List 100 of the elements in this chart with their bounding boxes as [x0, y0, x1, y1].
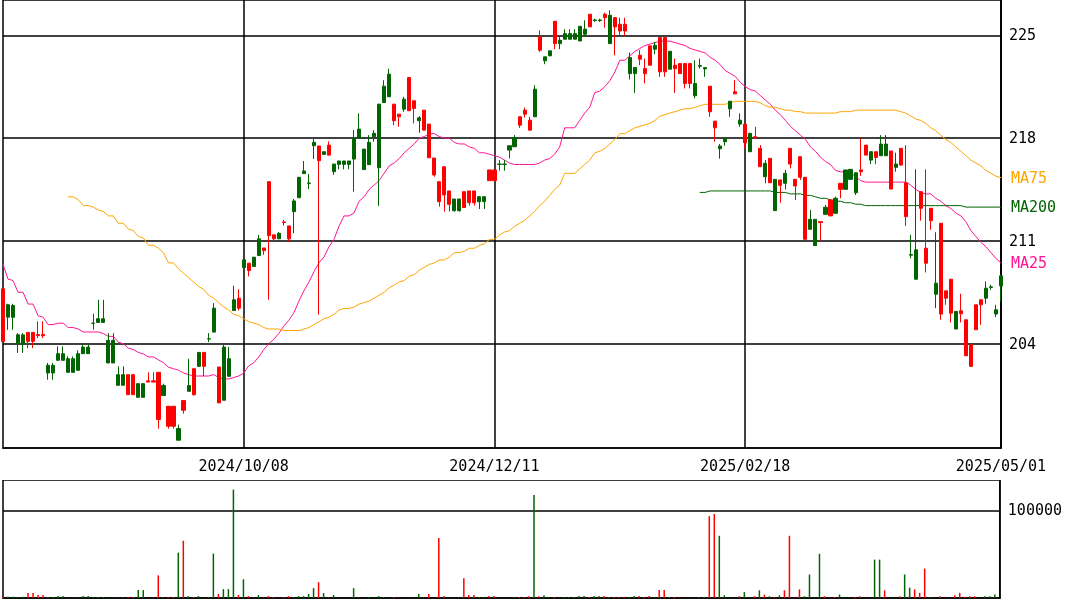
candlestick [252, 256, 256, 267]
candlestick [247, 262, 251, 277]
candlestick [417, 115, 421, 134]
candlestick [161, 383, 166, 397]
candlestick [257, 234, 261, 257]
candlestick [728, 100, 732, 118]
candlestick [959, 293, 963, 323]
candlestick [322, 151, 326, 155]
series-label: MA25 [1011, 253, 1048, 272]
candlestick [823, 204, 828, 215]
candlestick [648, 45, 652, 66]
candlestick [327, 140, 331, 156]
candlestick [217, 366, 221, 404]
candlestick [698, 58, 702, 70]
candlestick [763, 159, 767, 184]
series-label: MA200 [1011, 198, 1057, 217]
x-tick-label: 2024/12/11 [449, 456, 540, 475]
x-tick-label: 2024/10/08 [198, 456, 289, 475]
candlestick [999, 274, 1003, 302]
candlestick [197, 351, 201, 367]
candlestick [297, 176, 301, 199]
line-series [2, 40, 1002, 380]
candlestick [232, 285, 236, 312]
candlestick [237, 288, 241, 312]
y-tick-label: 100000 [1007, 501, 1062, 520]
candlestick [523, 107, 527, 119]
candlestick [748, 132, 752, 153]
line-series [67, 100, 1002, 331]
candlestick [753, 126, 757, 139]
candlestick [643, 58, 647, 84]
candlestick [287, 225, 291, 243]
y-tick-label: 218 [1009, 129, 1037, 148]
candlestick [668, 50, 672, 70]
candlestick [894, 152, 898, 173]
candlestick [538, 29, 542, 53]
candlestick [864, 144, 868, 156]
candlestick [192, 368, 196, 397]
candlestick [588, 13, 592, 28]
candlestick [653, 41, 657, 55]
candlestick [934, 231, 938, 309]
candlestick [518, 116, 522, 129]
candlestick [703, 67, 707, 78]
candlestick [793, 178, 797, 201]
series-label: MA75 [1011, 168, 1048, 187]
candlestick [954, 310, 958, 330]
candlestick [548, 50, 552, 57]
x-tick-label: 2025/02/18 [700, 456, 791, 475]
candlestick [713, 120, 717, 143]
candlestick [768, 157, 772, 184]
y-tick-label: 225 [1009, 26, 1037, 45]
candlestick [783, 169, 787, 190]
candlestick [202, 351, 206, 377]
candlestick [317, 145, 321, 316]
candlestick [176, 424, 181, 441]
candlestick [638, 49, 642, 66]
candlestick [708, 85, 712, 118]
candlestick [181, 400, 186, 415]
candlestick [899, 147, 903, 166]
candlestick [282, 219, 286, 227]
candlestick [543, 56, 547, 65]
candlestick [859, 137, 863, 177]
candlestick [924, 168, 928, 273]
candlestick [533, 84, 537, 118]
x-tick-label: 2025/05/01 [955, 456, 1047, 475]
candlestick [187, 358, 191, 392]
candlestick [693, 59, 697, 99]
candlestick [212, 302, 216, 333]
candlestick [919, 191, 923, 222]
candlestick [608, 9, 612, 45]
candlestick [723, 137, 727, 147]
candlestick [312, 137, 316, 160]
candlestick [743, 123, 747, 149]
candlestick [528, 116, 532, 131]
candlestick [718, 143, 722, 160]
candlestick [994, 304, 998, 318]
y-tick-label: 211 [1009, 231, 1037, 250]
candlestick [788, 147, 792, 169]
candlestick [818, 221, 823, 242]
candlestick [262, 247, 266, 256]
candlestick [778, 179, 782, 204]
candlestick [242, 251, 246, 268]
candlestick [307, 173, 311, 190]
candlestick [869, 151, 873, 165]
candlestick [738, 112, 742, 128]
candlestick [838, 182, 843, 199]
candlestick [904, 144, 908, 227]
candlestick [603, 12, 607, 29]
candlestick [984, 280, 988, 305]
candlestick [553, 20, 557, 50]
candlestick [889, 150, 893, 190]
candlestick [733, 79, 737, 95]
candlestick [874, 151, 878, 165]
candlestick [758, 144, 762, 168]
candlestick [302, 160, 306, 175]
candlestick [828, 199, 833, 217]
candlestick [207, 332, 211, 343]
candlestick [1, 288, 5, 343]
candlestick [989, 284, 993, 291]
candlestick [929, 207, 933, 231]
candlestick [558, 36, 562, 50]
